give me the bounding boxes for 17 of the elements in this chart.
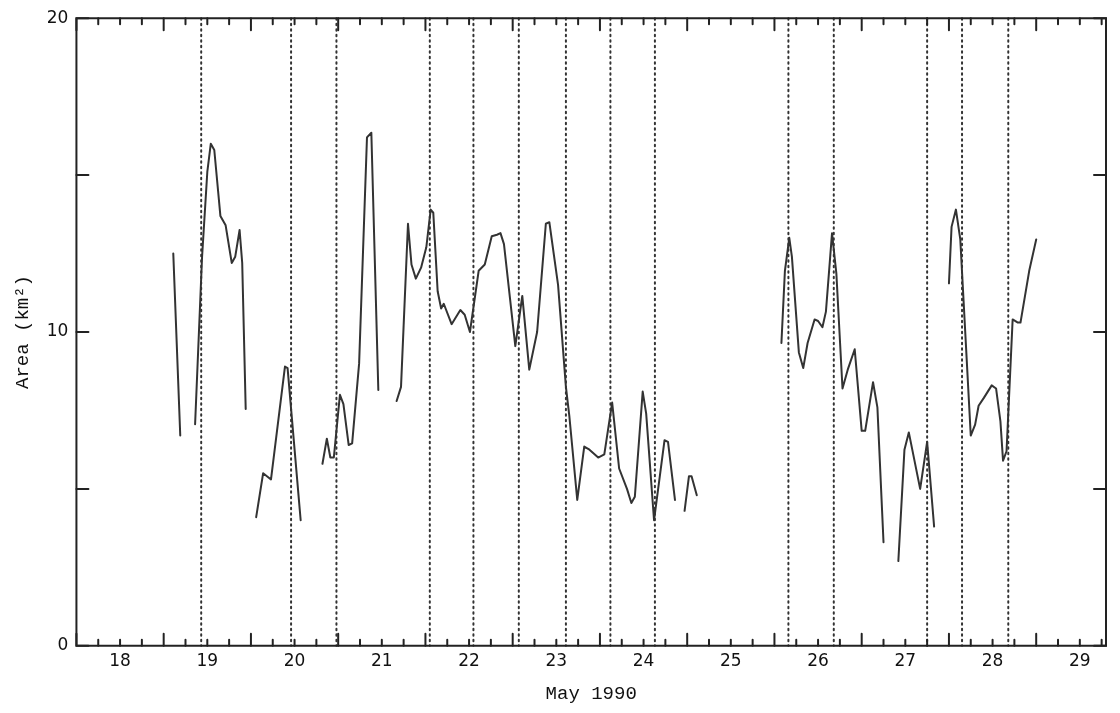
x-tick-label: 18: [109, 650, 131, 671]
y-axis-title: Area (km²): [12, 274, 35, 390]
y-tick-label: 0: [57, 634, 69, 655]
x-tick-label: 24: [632, 650, 655, 671]
x-tick-label: 20: [283, 650, 306, 671]
x-tick-label: 21: [370, 650, 393, 671]
y-tick-label: 10: [46, 320, 69, 341]
x-tick-label: 26: [807, 650, 829, 671]
x-tick-label: 25: [720, 650, 742, 671]
x-tick-label: 23: [545, 650, 568, 671]
x-tick-label: 29: [1069, 650, 1091, 671]
x-tick-label: 22: [458, 650, 480, 671]
x-tick-label: 27: [894, 650, 917, 671]
x-axis-title: May 1990: [545, 682, 637, 705]
y-tick-label: 20: [46, 6, 69, 27]
x-tick-label: 19: [196, 650, 219, 671]
x-tick-label: 28: [981, 650, 1004, 671]
